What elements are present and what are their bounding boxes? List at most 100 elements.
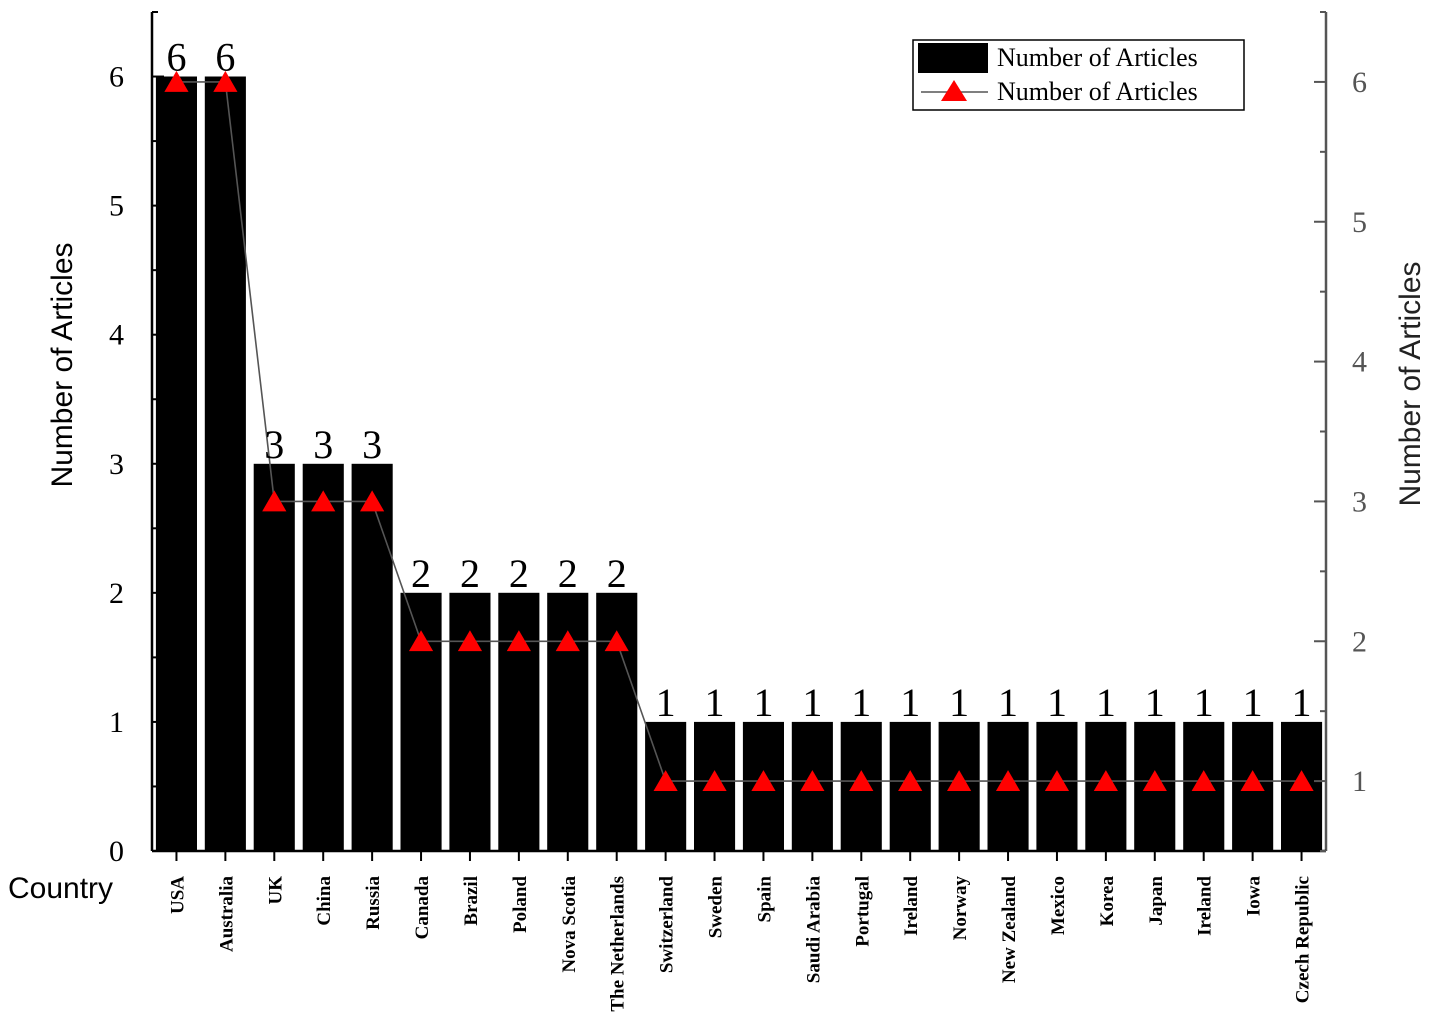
triangle-marker <box>213 70 238 92</box>
legend-bar-swatch <box>918 43 988 73</box>
triangle-marker <box>947 770 972 791</box>
category-label: Ireland <box>901 876 922 936</box>
category-label: Mexico <box>1048 876 1069 935</box>
data-label: 2 <box>558 551 578 596</box>
triangle-marker <box>164 70 189 92</box>
data-label: 1 <box>1145 680 1165 725</box>
triangle-marker <box>1240 770 1265 791</box>
triangle-marker <box>751 770 776 791</box>
bar <box>204 76 246 851</box>
triangle-marker <box>1289 770 1314 791</box>
left-tick-label: 2 <box>109 577 124 610</box>
data-label: 2 <box>411 551 431 596</box>
category-label: Australia <box>216 876 237 953</box>
data-label: 1 <box>1096 680 1116 725</box>
right-tick-label: 5 <box>1352 206 1367 239</box>
triangle-marker <box>1044 770 1070 791</box>
category-label: New Zealand <box>999 876 1020 984</box>
data-label: 1 <box>754 680 774 725</box>
data-label: 1 <box>1194 680 1214 725</box>
data-label: 3 <box>313 422 333 467</box>
category-label: Russia <box>363 876 384 930</box>
triangle-marker <box>898 770 923 791</box>
data-label: 1 <box>851 680 871 725</box>
triangle-marker <box>1142 770 1167 791</box>
category-label: UK <box>265 876 286 905</box>
triangle-marker <box>408 630 434 652</box>
legend: Number of Articles Number of Articles <box>912 39 1245 111</box>
category-label: Nova Scotia <box>559 876 580 973</box>
triangle-marker <box>995 770 1021 791</box>
data-label: 6 <box>215 35 235 80</box>
legend-label: Number of Articles <box>997 77 1198 106</box>
data-label: 1 <box>1292 680 1312 725</box>
right-tick-label: 6 <box>1352 66 1367 99</box>
data-label: 1 <box>900 680 920 725</box>
triangle-marker <box>457 630 483 652</box>
category-label: Brazil <box>461 876 482 926</box>
category-label: Spain <box>755 876 776 923</box>
left-tick-label: 5 <box>109 190 124 223</box>
data-label: 2 <box>509 551 529 596</box>
triangle-marker <box>311 490 336 512</box>
category-label: Poland <box>510 876 531 933</box>
triangle-marker <box>262 490 287 512</box>
left-tick-label: 1 <box>109 706 124 739</box>
category-label: Sweden <box>706 876 727 939</box>
data-label: 1 <box>998 680 1018 725</box>
right-tick-label: 3 <box>1352 485 1367 518</box>
triangle-marker <box>653 770 678 791</box>
left-axis-title: Number of Articles <box>46 242 79 487</box>
triangle-marker <box>849 770 874 791</box>
data-label: 1 <box>802 680 822 725</box>
right-tick-label: 2 <box>1352 625 1367 658</box>
category-label: China <box>314 876 335 926</box>
triangle-marker <box>604 630 629 652</box>
right-tick-label: 1 <box>1352 765 1367 798</box>
category-label: Japan <box>1146 876 1167 926</box>
data-label: 3 <box>362 422 382 467</box>
category-label: The Netherlands <box>608 876 629 1012</box>
series-line <box>176 81 1302 782</box>
left-tick-label: 3 <box>109 448 124 481</box>
right-axis-title: Number of Articles <box>1394 261 1427 506</box>
data-label: 6 <box>167 35 187 80</box>
category-label: Ireland <box>1195 876 1216 936</box>
category-label: Czech Republic <box>1293 876 1314 1003</box>
bar <box>302 463 344 851</box>
data-label: 1 <box>705 680 725 725</box>
legend-triangle-swatch <box>941 80 967 101</box>
left-tick-label: 6 <box>109 61 124 94</box>
labels-layer: 6 63 3 32 2 2 2 21 1 1 1 1 1 1 1 1 1 1 1 1 1 <box>167 35 1312 725</box>
axes-layer: 0 1 2 3 4 5 6 1 2 3 4 5 6 USA Australia UK China Russia Ca… <box>8 11 1427 1012</box>
category-label: Iowa <box>1244 876 1265 917</box>
category-label: Norway <box>950 876 971 941</box>
triangle-marker <box>1191 770 1216 791</box>
data-label: 2 <box>607 551 627 596</box>
data-label: 2 <box>460 551 480 596</box>
category-label: Korea <box>1097 876 1118 927</box>
category-label: Canada <box>412 876 433 940</box>
triangle-marker <box>702 770 727 791</box>
triangle-marker <box>360 490 385 512</box>
category-label: Portugal <box>852 876 873 947</box>
data-label: 1 <box>949 680 969 725</box>
data-label: 1 <box>1047 680 1067 725</box>
left-tick-label: 0 <box>109 835 124 868</box>
data-label: 1 <box>1243 680 1263 725</box>
category-label: Saudi Arabia <box>803 876 824 984</box>
triangle-marker <box>800 770 825 791</box>
category-label: USA <box>168 876 189 914</box>
x-axis-name: Country <box>8 872 113 905</box>
line-layer <box>164 70 1314 791</box>
triangle-marker <box>1093 770 1118 791</box>
legend-label: Number of Articles <box>997 43 1198 72</box>
category-label: Switzerland <box>657 876 678 974</box>
triangle-marker <box>506 630 531 652</box>
bar <box>253 463 295 851</box>
right-tick-label: 4 <box>1352 346 1367 379</box>
data-label: 1 <box>656 680 676 725</box>
left-tick-label: 4 <box>109 319 124 352</box>
triangle-marker <box>555 630 580 652</box>
